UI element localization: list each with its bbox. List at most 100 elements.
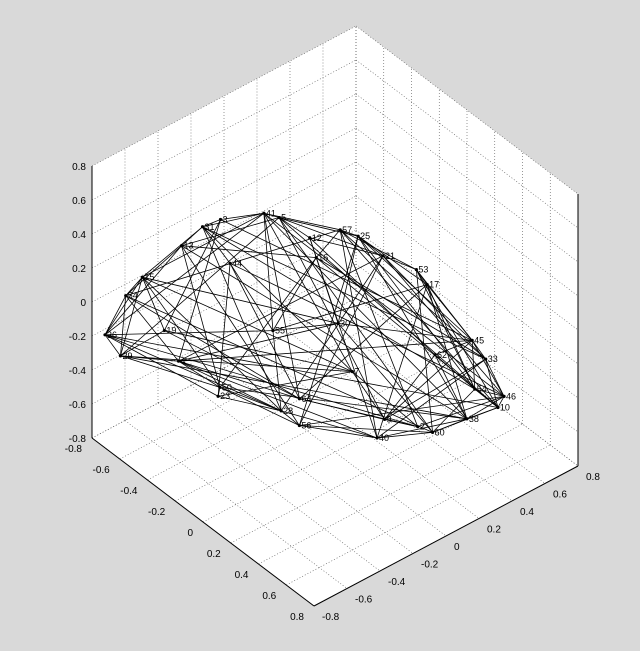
grid-line: [91, 59, 357, 201]
graph-edge: [382, 255, 505, 397]
graph-edge: [339, 229, 378, 439]
node-label: 55: [275, 326, 285, 336]
graph-edge: [202, 226, 486, 360]
graph-edge: [426, 284, 476, 390]
graph-edge: [263, 212, 505, 397]
graph-edge: [415, 269, 433, 433]
graph-edge: [466, 396, 505, 420]
graph-edge: [178, 219, 221, 362]
node-label: 54: [128, 291, 138, 301]
graph-node: [433, 353, 437, 357]
node-label: 25: [360, 231, 370, 241]
graph-edge: [309, 237, 384, 257]
node-label: 46: [506, 391, 516, 401]
graph-edge: [376, 358, 486, 439]
x-tick-label: -0.6: [93, 465, 111, 476]
z-tick-label: 0.2: [72, 264, 86, 275]
grid-line: [286, 444, 551, 586]
graph-edge: [352, 371, 418, 427]
node-label: 17: [429, 280, 439, 290]
graph-node: [470, 338, 474, 342]
graph-edge: [357, 235, 476, 390]
graph-edge: [281, 410, 378, 439]
node-label: 13: [184, 241, 194, 251]
x-tick-label: -0.8: [65, 444, 83, 455]
x-tick-label: 0.8: [290, 612, 304, 623]
graph-edge: [141, 276, 221, 388]
graph-edge: [125, 229, 341, 297]
graph-edge: [426, 284, 473, 341]
y-tick-label: 0: [454, 542, 460, 553]
graph-node: [375, 436, 379, 440]
graph-edge: [474, 388, 505, 397]
graph-edge: [272, 330, 282, 411]
z-tick-label: 0.4: [72, 230, 86, 241]
z-tick-label: -0.6: [69, 400, 87, 411]
z-tick-label: -0.8: [69, 434, 87, 445]
x-axis-line: [91, 437, 315, 607]
graph-edge: [299, 396, 505, 426]
graph-edge: [220, 212, 264, 220]
grid-line: [147, 339, 412, 481]
graph-node: [103, 333, 107, 337]
graph-node: [496, 405, 500, 410]
graph-node: [279, 409, 283, 413]
x-tick-label: 0.2: [207, 549, 221, 560]
graph-node: [271, 329, 275, 333]
graph-edge: [417, 396, 505, 428]
graph-edge: [202, 226, 231, 264]
graph-node: [484, 357, 488, 361]
graph-edge: [104, 334, 498, 408]
graph-edge: [299, 425, 433, 433]
grid-line: [202, 381, 468, 523]
graph-edge: [298, 236, 359, 426]
x-tick-label: -0.2: [148, 507, 166, 518]
graph-edge: [316, 257, 486, 360]
y-tick-label: 0.6: [553, 490, 567, 501]
node-label: 19: [166, 325, 176, 335]
graph-node: [430, 430, 435, 434]
node-label: 9: [387, 414, 392, 424]
y-tick-label: -0.2: [421, 560, 439, 571]
graph-edge: [142, 226, 203, 278]
graph-edge: [181, 217, 280, 247]
graph-edge: [263, 213, 353, 372]
graph-edge: [263, 213, 274, 331]
node-label: 31: [205, 222, 215, 232]
graph-edge: [120, 295, 127, 356]
graph-edge: [376, 432, 433, 439]
graph-edge: [120, 355, 353, 373]
graph-edge: [202, 219, 221, 228]
node-label: 41: [266, 208, 276, 218]
graph-edge: [229, 262, 505, 397]
graph-node: [465, 417, 469, 421]
grid-line: [91, 93, 357, 235]
graph-edge: [120, 330, 165, 357]
graph-edge: [272, 323, 339, 332]
node-label: 53: [418, 265, 428, 275]
graph-edge: [299, 255, 384, 426]
grid-line: [91, 297, 357, 439]
node-label: 45: [474, 335, 484, 345]
grid-line: [91, 161, 357, 303]
graph-edge: [497, 396, 505, 408]
axis-tick-labels: -0.8 -0.6 -0.4 -0.2 0 0.2 0.4 0.6 0.8 -0.8 -0.6 -0.…: [65, 162, 601, 623]
graph-edge: [142, 212, 265, 278]
graph-edge: [434, 354, 476, 390]
graph-node: [140, 275, 144, 279]
graph-edge: [104, 245, 182, 336]
graph-node: [308, 236, 312, 240]
graph-edge: [278, 217, 310, 239]
graph-node: [502, 394, 506, 398]
graph-edge: [434, 340, 473, 356]
graph-node: [277, 215, 281, 220]
axis-grid: [91, 25, 579, 607]
graph-edge: [219, 387, 282, 412]
graph-edge: [164, 219, 221, 331]
graph-edge: [178, 323, 339, 362]
graph-edge: [229, 263, 274, 331]
y-tick-label: -0.6: [355, 595, 373, 606]
node-label: 21: [385, 251, 395, 261]
grid-line: [258, 423, 523, 565]
graph-node: [179, 244, 184, 248]
